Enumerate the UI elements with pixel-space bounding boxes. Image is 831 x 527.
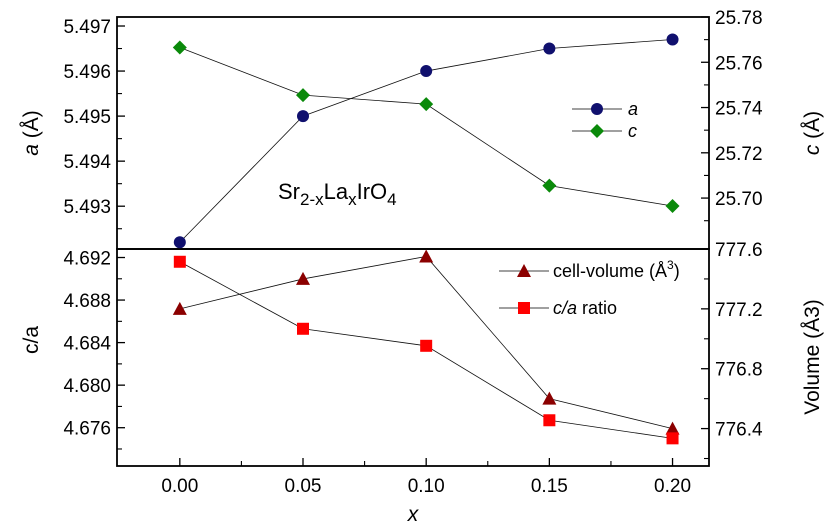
data-point-triangle: [665, 421, 680, 435]
data-point-square: [666, 432, 679, 445]
data-point-square: [297, 322, 310, 335]
top-left-y-tick-label: 5.497: [63, 17, 111, 38]
legend-c-text: c: [628, 121, 637, 141]
data-point-triangle: [172, 301, 187, 315]
bottom-right-y-tick-label: 777.2: [715, 300, 763, 321]
compound-label: Sr2-xLaxIrO4: [278, 179, 397, 209]
data-point-circle: [420, 65, 433, 78]
top-right-axis-title: c (Å): [801, 111, 824, 155]
data-point-diamond: [172, 40, 187, 55]
x-tick-label: 0.10: [408, 476, 445, 497]
bottom-right-y-tick-label: 777.6: [715, 240, 763, 261]
bottom-right-y-tick-label: 776.4: [715, 420, 763, 441]
data-point-diamond: [419, 97, 434, 112]
top-left-y-tick-label: 5.495: [63, 107, 111, 128]
top-left-y-tick-label: 5.493: [63, 197, 111, 218]
series-layer: [172, 33, 680, 445]
top-right-y-tick-label: 25.76: [715, 53, 763, 74]
data-point-diamond: [542, 178, 557, 193]
legend-ratio-marker: [518, 302, 530, 314]
legend-ratio-text: c/a ratio: [553, 298, 617, 318]
data-point-diamond: [296, 88, 311, 103]
top-right-y-tick-label: 25.72: [715, 144, 763, 165]
legend-volume-text: cell-volume (Å3): [553, 258, 680, 281]
top-left-y-tick-label: 5.496: [63, 62, 111, 83]
data-point-circle: [297, 110, 310, 123]
bottom-left-y-tick-label: 4.680: [63, 376, 111, 397]
top-right-y-tick-label: 25.70: [715, 189, 763, 210]
bottom-left-y-tick-label: 4.692: [63, 249, 111, 270]
axes-layer: 0.00 0.05 0.10 0.15 0.20 5.493 5.494 5.495 5.496…: [63, 8, 763, 497]
top-legend: a c: [572, 99, 638, 141]
legend-volume-marker: [517, 264, 531, 277]
data-point-triangle: [296, 271, 311, 285]
bottom-left-y-tick-label: 4.676: [63, 419, 111, 440]
x-tick-label: 0.00: [161, 476, 198, 497]
x-axis-title: x: [407, 503, 420, 526]
legend-a-marker: [591, 103, 603, 115]
top-right-y-tick-label: 25.78: [715, 8, 763, 29]
data-point-square: [420, 339, 433, 352]
data-point-diamond: [665, 198, 680, 213]
bottom-left-axis-title: c/a: [20, 326, 43, 354]
legend-c-marker: [590, 124, 604, 138]
top-panel-frame: [116, 16, 710, 250]
data-point-triangle: [419, 249, 434, 263]
bottom-panel-frame: [116, 248, 710, 467]
data-point-square: [543, 414, 556, 427]
bottom-left-y-tick-label: 4.684: [63, 334, 111, 355]
bottom-right-axis-title: Volume (Å3): [801, 299, 824, 415]
data-point-circle: [543, 42, 556, 55]
data-point-circle: [666, 33, 679, 46]
x-tick-label: 0.05: [285, 476, 322, 497]
data-point-circle: [173, 236, 186, 249]
top-right-y-tick-label: 25.74: [715, 99, 763, 120]
top-left-axis-title: a (Å): [20, 110, 43, 156]
x-tick-label: 0.15: [531, 476, 568, 497]
bottom-left-y-tick-label: 4.688: [63, 291, 111, 312]
bottom-right-y-tick-label: 776.8: [715, 360, 763, 381]
x-tick-label: 0.20: [654, 476, 691, 497]
data-point-square: [173, 255, 186, 268]
bottom-legend: cell-volume (Å3) c/a ratio: [499, 258, 680, 318]
data-point-triangle: [542, 391, 557, 405]
legend-a-text: a: [628, 99, 638, 119]
top-left-y-tick-label: 5.494: [63, 152, 111, 173]
